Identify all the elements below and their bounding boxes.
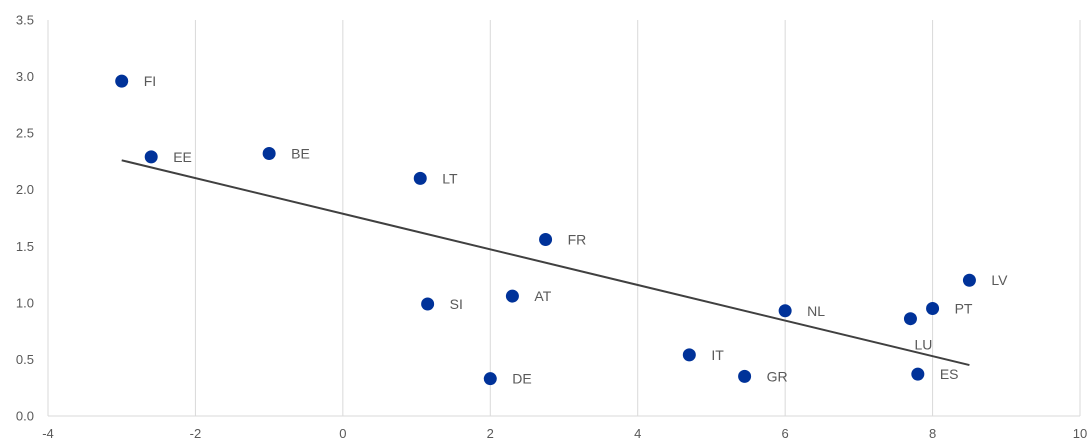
- x-tick-label: 4: [634, 426, 641, 441]
- point-label-be: BE: [291, 146, 310, 162]
- y-tick-label: 2.0: [16, 182, 34, 197]
- point-label-pt: PT: [955, 301, 973, 317]
- point-label-si: SI: [450, 296, 463, 312]
- data-point-gr: [738, 369, 752, 383]
- point-labels: FI EE BE LT FR SI AT DE IT GR NL LU PT ES LV: [144, 73, 1008, 387]
- tick-labels: -4 -2 0 2 4 6 8 10 0.0 0.5 1.0 1.5 2.0 2.5 3.0 3.5: [16, 13, 1087, 442]
- data-point-it: [682, 348, 696, 362]
- data-points: [115, 74, 976, 386]
- x-tick-label: 0: [339, 426, 346, 441]
- data-point-nl: [778, 304, 792, 318]
- x-tick-label: 10: [1073, 426, 1087, 441]
- point-label-lv: LV: [991, 272, 1008, 288]
- data-point-lu: [903, 312, 917, 326]
- grid-lines: [194, 20, 1081, 416]
- data-point-fr: [539, 232, 553, 246]
- x-tick-label: -4: [42, 426, 54, 441]
- point-label-at: AT: [534, 288, 551, 304]
- axes: [47, 20, 1080, 417]
- y-tick-label: 3.0: [16, 69, 34, 84]
- x-tick-label: 8: [929, 426, 936, 441]
- data-point-be: [262, 147, 276, 161]
- point-label-fr: FR: [568, 231, 587, 247]
- y-tick-label: 0.0: [16, 409, 34, 424]
- x-tick-label: 6: [782, 426, 789, 441]
- point-label-lu: LU: [914, 337, 932, 353]
- x-tick-label: -2: [190, 426, 202, 441]
- data-point-at: [505, 289, 519, 303]
- data-point-ee: [144, 150, 158, 164]
- data-point-fi: [115, 74, 129, 88]
- point-label-it: IT: [711, 347, 724, 363]
- point-label-gr: GR: [767, 368, 788, 384]
- point-label-de: DE: [512, 371, 531, 387]
- data-point-lt: [413, 171, 427, 185]
- y-tick-label: 2.5: [16, 126, 34, 141]
- data-point-es: [911, 367, 925, 381]
- point-label-lt: LT: [442, 170, 458, 186]
- point-label-nl: NL: [807, 303, 825, 319]
- data-point-de: [483, 372, 497, 386]
- y-tick-label: 1.0: [16, 295, 34, 310]
- point-label-ee: EE: [173, 149, 192, 165]
- trendline: [121, 159, 970, 367]
- point-label-es: ES: [940, 366, 959, 382]
- x-tick-label: 2: [487, 426, 494, 441]
- trendline-layer: [121, 159, 970, 367]
- data-point-si: [421, 297, 435, 311]
- point-label-fi: FI: [144, 73, 156, 89]
- y-tick-label: 0.5: [16, 352, 34, 367]
- data-point-lv: [962, 273, 976, 287]
- y-tick-label: 3.5: [16, 13, 34, 28]
- data-point-pt: [926, 302, 940, 316]
- y-tick-label: 1.5: [16, 239, 34, 254]
